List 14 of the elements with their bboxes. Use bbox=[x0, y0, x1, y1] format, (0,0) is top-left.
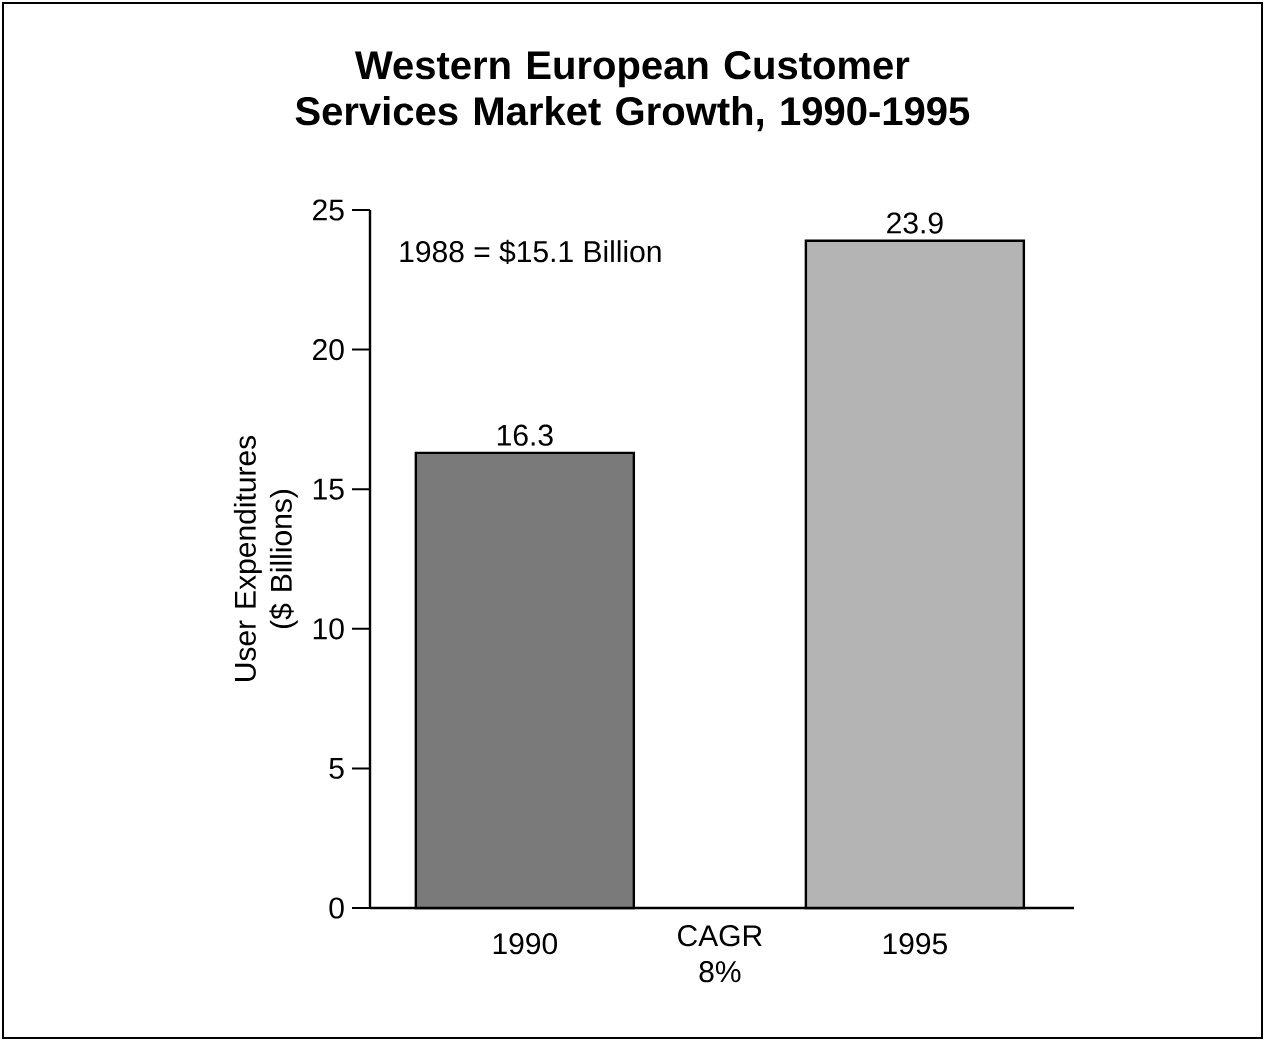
y-axis-title: User Expenditures ($ Billions) bbox=[233, 435, 298, 681]
y-tick-label: 10 bbox=[313, 618, 344, 640]
y-tick-label: 0 bbox=[329, 897, 344, 919]
chart-title: Western European Customer Services Market Growth, 1990-1995 bbox=[295, 51, 970, 132]
data-label: 16.3 bbox=[497, 424, 553, 446]
text: CAGR 8% bbox=[678, 925, 762, 983]
x-tick-label: 1995 bbox=[883, 933, 947, 955]
y-tick-label: 15 bbox=[313, 478, 344, 500]
data-label: 23.9 bbox=[887, 212, 943, 234]
y-tick-label: 25 bbox=[313, 199, 344, 221]
y-tick-label: 5 bbox=[329, 757, 344, 779]
y-tick-label: 20 bbox=[313, 338, 344, 361]
annotation: 1988 = $15.1 Billion bbox=[400, 239, 661, 265]
x-tick-label: 1990 bbox=[493, 933, 558, 955]
